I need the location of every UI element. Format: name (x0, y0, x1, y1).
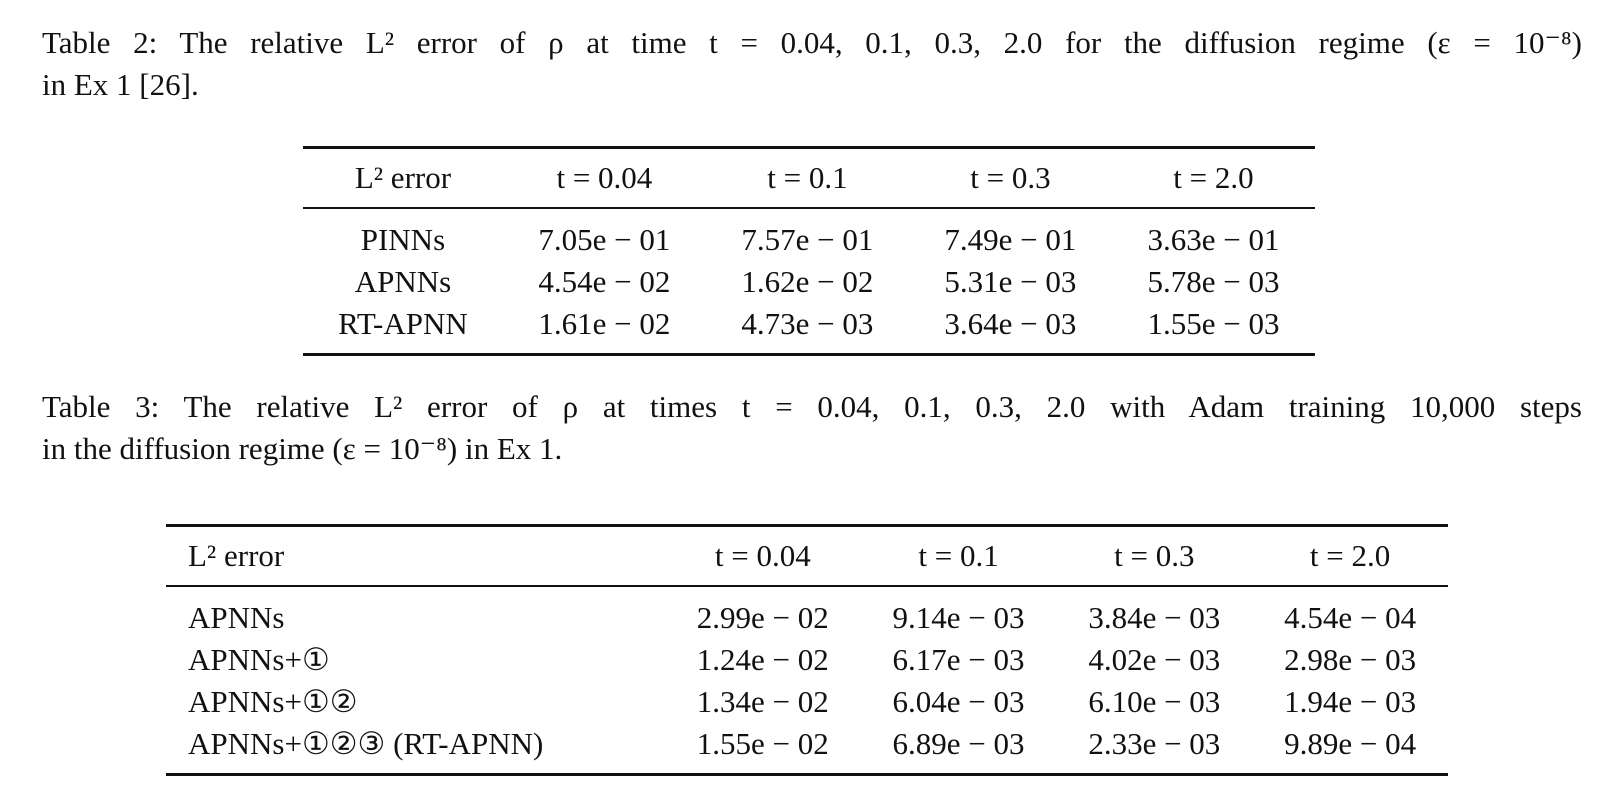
table3-value-cell: 6.17e − 03 (892, 641, 1025, 677)
table3-value-cell: 2.33e − 03 (1088, 725, 1221, 761)
table3-value-cell: 6.04e − 03 (892, 683, 1025, 719)
table3-caption-line1: Table 3: The relative L² error of ρ at t… (42, 389, 1582, 424)
table3-caption: Table 3: The relative L² error of ρ at t… (42, 386, 1582, 470)
table3-value-cell: 3.84e − 03 (1088, 599, 1221, 635)
table3: L² error t = 0.04 t = 0.1 t = 0.3 t = 2.… (166, 524, 1448, 776)
table2-header-method: L² error (303, 147, 503, 209)
table2-value-cell: 4.73e − 03 (741, 305, 874, 341)
table2-value-cell: 5.78e − 03 (1147, 263, 1280, 299)
table-row: PINNs 7.05e − 01 7.57e − 01 7.49e − 01 3… (303, 208, 1315, 261)
table3-header-t01: t = 0.1 (860, 525, 1057, 587)
table-row: APNNs 2.99e − 02 9.14e − 03 3.84e − 03 4… (166, 586, 1448, 639)
table3-value-cell: 6.10e − 03 (1088, 683, 1221, 719)
table3-value-cell: 4.02e − 03 (1088, 641, 1221, 677)
table2-header-t20: t = 2.0 (1111, 147, 1315, 209)
table3-method-cell: APNNs (188, 599, 285, 635)
table2-value-cell: 4.54e − 02 (538, 263, 671, 299)
table3-value-cell: 1.94e − 03 (1284, 683, 1417, 719)
table-row: RT-APNN 1.61e − 02 4.73e − 03 3.64e − 03… (303, 303, 1315, 355)
table3-value-cell: 1.34e − 02 (696, 683, 829, 719)
table2-value-cell: 1.55e − 03 (1147, 305, 1280, 341)
table3-value-cell: 1.24e − 02 (696, 641, 829, 677)
table2-value-cell: 7.49e − 01 (944, 221, 1077, 257)
table2-value-cell: 7.57e − 01 (741, 221, 874, 257)
table2-value-cell: 1.61e − 02 (538, 305, 671, 341)
table3-header-t03: t = 0.3 (1056, 525, 1253, 587)
table3-header-t20: t = 2.0 (1252, 525, 1448, 587)
table3-method-cell: APNNs+① (188, 641, 330, 677)
table-row: APNNs+①②③ (RT-APNN) 1.55e − 02 6.89e − 0… (166, 723, 1448, 775)
table3-value-cell: 9.89e − 04 (1284, 725, 1417, 761)
table2-header-row: L² error t = 0.04 t = 0.1 t = 0.3 t = 2.… (303, 147, 1315, 209)
table2-value-cell: 5.31e − 03 (944, 263, 1077, 299)
table2-value-cell: 3.63e − 01 (1147, 221, 1280, 257)
table2-method-cell: PINNs (360, 221, 446, 257)
table2-method-cell: RT-APNN (338, 305, 468, 341)
table3-method-cell: APNNs+①②③ (RT-APNN) (188, 725, 544, 761)
table-row: APNNs+① 1.24e − 02 6.17e − 03 4.02e − 03… (166, 639, 1448, 681)
table-row: APNNs 4.54e − 02 1.62e − 02 5.31e − 03 5… (303, 261, 1315, 303)
table3-header-method: L² error (166, 525, 665, 587)
table2-method-cell: APNNs (354, 263, 452, 299)
table3-header-row: L² error t = 0.04 t = 0.1 t = 0.3 t = 2.… (166, 525, 1448, 587)
table2-caption-line2: in Ex 1 [26]. (42, 67, 199, 102)
table2-header-t01: t = 0.1 (705, 147, 909, 209)
table2: L² error t = 0.04 t = 0.1 t = 0.3 t = 2.… (303, 146, 1315, 356)
table3-value-cell: 6.89e − 03 (892, 725, 1025, 761)
table2-value-cell: 1.62e − 02 (741, 263, 874, 299)
table3-value-cell: 4.54e − 04 (1284, 599, 1417, 635)
table2-caption: Table 2: The relative L² error of ρ at t… (42, 22, 1582, 106)
table3-value-cell: 2.98e − 03 (1284, 641, 1417, 677)
table3-value-cell: 2.99e − 02 (696, 599, 829, 635)
table2-header-t004: t = 0.04 (502, 147, 706, 209)
table3-value-cell: 1.55e − 02 (696, 725, 829, 761)
table-row: APNNs+①② 1.34e − 02 6.04e − 03 6.10e − 0… (166, 681, 1448, 723)
table3-header-t004: t = 0.04 (664, 525, 861, 587)
table3-caption-line2: in the diffusion regime (ε = 10⁻⁸) in Ex… (42, 431, 563, 466)
table2-value-cell: 3.64e − 03 (944, 305, 1077, 341)
table2-caption-line1: Table 2: The relative L² error of ρ at t… (42, 25, 1582, 60)
table2-value-cell: 7.05e − 01 (538, 221, 671, 257)
table3-value-cell: 9.14e − 03 (892, 599, 1025, 635)
table2-header-t03: t = 0.3 (908, 147, 1112, 209)
table3-method-cell: APNNs+①② (188, 683, 358, 719)
